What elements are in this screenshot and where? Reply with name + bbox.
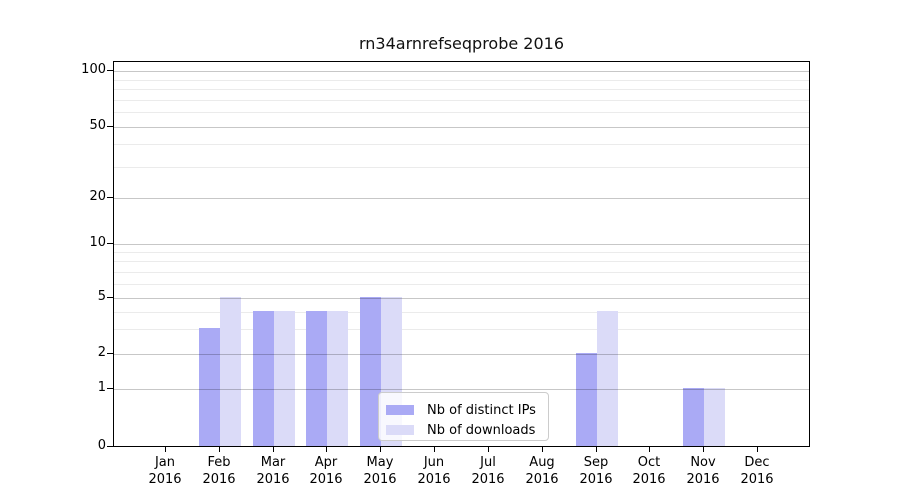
x-tick-label-aug: Aug 2016 [525,455,559,487]
major-gridline-2 [114,354,809,355]
minor-gridline-70 [114,100,809,101]
minor-gridline-80 [114,89,809,90]
x-tick-label-apr: Apr 2016 [309,455,343,487]
y-tick-50 [107,126,113,127]
chart-title: rn34arnrefseqprobe 2016 [358,34,565,53]
legend-swatch-downloads [386,425,414,435]
y-tick-10 [107,243,113,244]
bar-nov-downloads [704,388,725,446]
bar-may-distinct-ips [360,297,381,446]
y-tick-label-20: 20 [89,189,106,204]
bar-mar-distinct-ips [253,311,274,446]
legend-swatch-distinct-ips [386,405,414,415]
x-tick-label-feb: Feb 2016 [202,455,236,487]
bar-mar-downloads [274,311,295,446]
minor-gridline-8 [114,261,809,262]
y-tick-label-0: 0 [97,438,106,453]
major-gridline-50 [114,127,809,128]
major-gridline-1 [114,389,809,390]
x-tick-apr [326,447,327,452]
y-tick-1 [107,388,113,389]
minor-gridline-60 [114,112,809,113]
y-tick-5 [107,297,113,298]
bar-feb-downloads [220,297,241,446]
y-tick-20 [107,197,113,198]
major-gridline-5 [114,298,809,299]
legend: Nb of distinct IPs Nb of downloads [378,392,549,441]
x-tick-aug [542,447,543,452]
y-tick-0 [107,446,113,447]
major-gridline-100 [114,71,809,72]
y-tick-label-1: 1 [97,380,106,395]
bar-sep-downloads [597,311,618,446]
bar-sep-distinct-ips [576,353,597,446]
x-tick-label-oct: Oct 2016 [632,455,666,487]
minor-gridline-9 [114,252,809,253]
x-tick-feb [219,447,220,452]
minor-gridline-3 [114,329,809,330]
minor-gridline-90 [114,80,809,81]
x-tick-jul [488,447,489,452]
y-tick-100 [107,70,113,71]
x-tick-oct [649,447,650,452]
major-gridline-10 [114,244,809,245]
bar-apr-downloads [327,311,348,446]
x-tick-dec [757,447,758,452]
bar-apr-distinct-ips [306,311,327,446]
y-tick-label-100: 100 [81,62,106,77]
minor-gridline-40 [114,144,809,145]
x-tick-may [380,447,381,452]
minor-gridline-4 [114,312,809,313]
legend-label-distinct-ips: Nb of distinct IPs [427,402,536,418]
bar-feb-distinct-ips [199,328,220,446]
x-tick-label-mar: Mar 2016 [256,455,290,487]
major-gridline-20 [114,198,809,199]
x-tick-label-sep: Sep 2016 [579,455,613,487]
minor-gridline-6 [114,284,809,285]
plot-area [113,61,810,447]
x-tick-label-nov: Nov 2016 [686,455,720,487]
x-tick-label-jul: Jul 2016 [471,455,505,487]
y-tick-2 [107,353,113,354]
x-tick-nov [703,447,704,452]
y-tick-label-5: 5 [97,289,106,304]
legend-label-downloads: Nb of downloads [427,422,536,438]
x-tick-label-may: May 2016 [363,455,397,487]
minor-gridline-7 [114,272,809,273]
x-tick-sep [596,447,597,452]
y-tick-label-10: 10 [89,235,106,250]
x-tick-label-jun: Jun 2016 [417,455,451,487]
x-tick-mar [273,447,274,452]
bar-nov-distinct-ips [683,388,704,446]
minor-gridline-30 [114,167,809,168]
x-tick-label-dec: Dec 2016 [740,455,774,487]
y-tick-label-2: 2 [97,345,106,360]
y-tick-label-50: 50 [89,118,106,133]
x-tick-label-jan: Jan 2016 [148,455,182,487]
legend-row-downloads: Nb of downloads [386,420,540,440]
x-tick-jun [434,447,435,452]
x-tick-jan [165,447,166,452]
legend-row-distinct-ips: Nb of distinct IPs [386,400,540,420]
